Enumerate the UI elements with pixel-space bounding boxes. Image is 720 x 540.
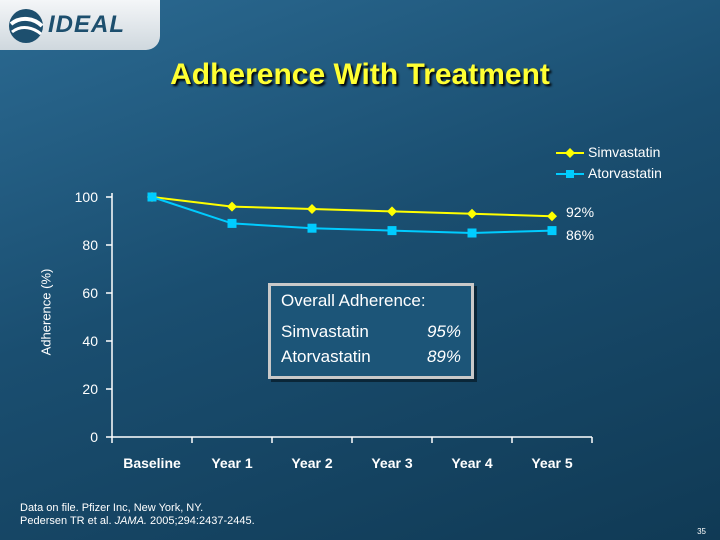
footnote-authors: Pedersen TR et al. [20,515,115,527]
data-point-atorvastatin [387,226,397,236]
data-point-atorvastatin [307,223,317,233]
end-label-atorvastatin: 86% [566,227,595,243]
legend-swatch-atorvastatin [556,169,584,178]
legend: Simvastatin Atorvastatin [556,142,662,184]
logo: IDEAL [0,0,160,50]
footnote-citation: 2005;294:2437-2445. [146,515,255,527]
footnote-line-2: Pedersen TR et al. JAMA. 2005;294:2437-2… [20,515,255,528]
y-tick-label: 0 [90,429,98,445]
footnote-journal: JAMA. [114,515,147,527]
x-tick-label: Year 5 [531,455,572,471]
callout-value: 95% [426,322,461,341]
series-line-simvastatin [151,196,553,218]
data-point-simvastatin [547,211,557,222]
data-point-simvastatin [307,204,317,214]
logo-text: IDEAL [48,11,125,38]
legend-label-atorvastatin: Atorvastatin [588,165,662,181]
y-tick-label: 100 [75,189,99,205]
callout-value: 89% [426,347,461,366]
series-line-atorvastatin [151,196,553,235]
data-point-atorvastatin [147,192,157,202]
x-tick-label: Year 1 [211,455,252,471]
slide-title: Adherence With Treatment [170,58,550,91]
data-point-simvastatin [387,206,397,217]
x-tick-label: Year 2 [291,455,332,471]
callout-name: Atorvastatin [281,347,371,366]
page-number: 35 [697,527,706,536]
data-point-atorvastatin [467,228,477,238]
end-label-simvastatin: 92% [566,204,595,220]
y-tick-label: 60 [82,285,98,301]
y-tick-label: 80 [82,237,98,253]
data-point-atorvastatin [227,218,237,228]
y-tick-label: 40 [82,333,98,349]
x-tick-label: Year 3 [371,455,412,471]
x-tick-label: Year 4 [451,455,492,471]
data-point-simvastatin [467,208,477,219]
data-point-atorvastatin [547,226,557,236]
legend-item-atorvastatin: Atorvastatin [556,163,662,184]
callout-name: Simvastatin [281,322,369,341]
y-tick-label: 20 [82,381,98,397]
legend-swatch-simvastatin [556,147,584,158]
data-point-simvastatin [227,201,237,212]
x-tick-label: Baseline [123,455,181,471]
callout-heading: Overall Adherence: [281,291,426,310]
footnote-line-1: Data on file. Pfizer Inc, New York, NY. [20,502,204,514]
legend-label-simvastatin: Simvastatin [588,144,661,160]
overall-adherence-callout: Overall Adherence: Simvastatin 95% Atorv… [268,283,474,379]
globe-icon [9,9,44,43]
legend-item-simvastatin: Simvastatin [556,142,662,163]
footnote: Data on file. Pfizer Inc, New York, NY. … [20,502,255,528]
